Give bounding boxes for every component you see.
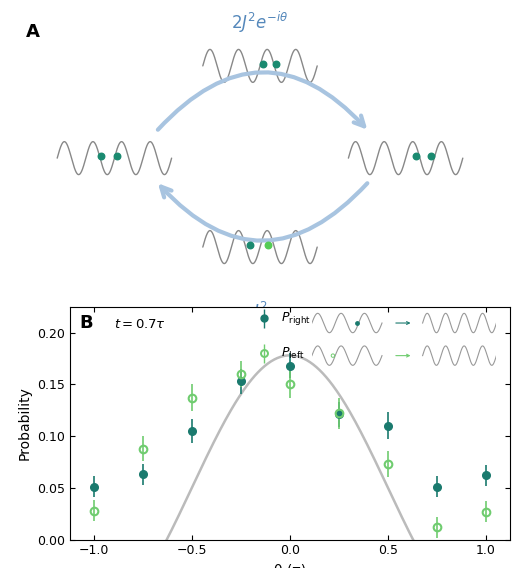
Point bbox=[264, 241, 272, 250]
Text: $t = 0.7\tau$: $t = 0.7\tau$ bbox=[114, 318, 166, 331]
Text: $2J^2e^{-i\theta}$: $2J^2e^{-i\theta}$ bbox=[231, 10, 289, 35]
Point bbox=[113, 152, 121, 161]
Y-axis label: Probability: Probability bbox=[18, 386, 32, 460]
Text: B: B bbox=[79, 314, 93, 332]
Text: $P_{\mathrm{left}}$: $P_{\mathrm{left}}$ bbox=[281, 346, 305, 361]
Point bbox=[412, 152, 420, 161]
Point bbox=[271, 60, 280, 69]
Text: A: A bbox=[26, 23, 40, 41]
Text: $J^2$: $J^2$ bbox=[252, 300, 268, 324]
Point bbox=[258, 60, 267, 69]
X-axis label: θ (π): θ (π) bbox=[274, 563, 306, 568]
Point bbox=[245, 241, 254, 250]
Point bbox=[426, 152, 435, 161]
Point bbox=[97, 152, 106, 161]
Text: $P_{\mathrm{right}}$: $P_{\mathrm{right}}$ bbox=[281, 310, 311, 327]
